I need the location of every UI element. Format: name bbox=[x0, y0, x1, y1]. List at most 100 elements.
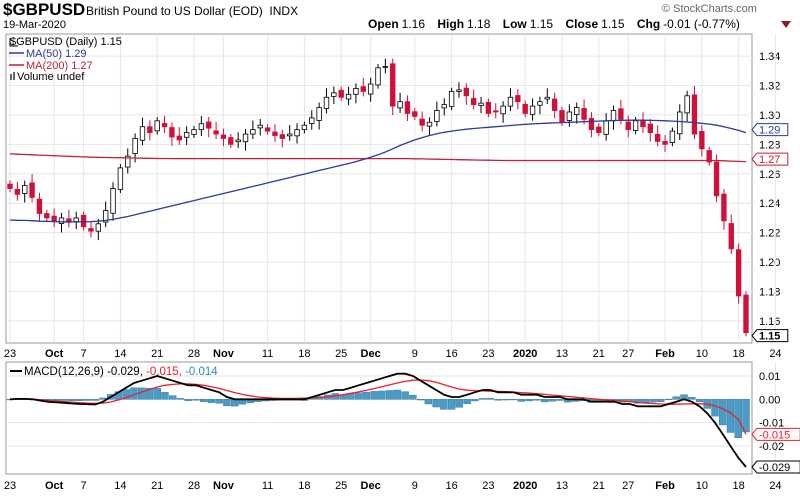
down-arrow-icon bbox=[781, 21, 791, 28]
x-tick-label: 21 bbox=[593, 348, 605, 360]
macd-histogram-bar bbox=[223, 399, 231, 407]
candle-body bbox=[463, 87, 470, 97]
price-right-label-box bbox=[751, 152, 789, 166]
x-tick-label: Dec bbox=[361, 348, 381, 360]
candle-body bbox=[176, 135, 182, 141]
macd-legend-signal: -0.015, bbox=[146, 366, 185, 378]
x-tick-label: 10 bbox=[696, 348, 708, 360]
macd-histogram-bar bbox=[424, 399, 433, 405]
candle-body bbox=[441, 104, 447, 109]
x-tick-label: 13 bbox=[556, 348, 568, 360]
candle-body bbox=[699, 131, 705, 150]
candle-body bbox=[95, 223, 102, 232]
candle-body bbox=[117, 167, 124, 190]
candle-body bbox=[566, 111, 573, 121]
legend-ma200: MA(200) 1.27 bbox=[26, 60, 93, 72]
candle-body bbox=[412, 111, 418, 117]
candle-body bbox=[183, 132, 190, 138]
macd-histogram-bar bbox=[719, 399, 727, 426]
macd-histogram-bar bbox=[486, 397, 495, 400]
candle-body bbox=[58, 217, 65, 224]
candle-body bbox=[242, 133, 249, 143]
macd-histogram-bar bbox=[657, 399, 665, 402]
candle-body bbox=[102, 210, 109, 223]
symbol: $GBPUSD bbox=[3, 0, 86, 19]
x-tick-label-bottom: Oct bbox=[45, 480, 64, 492]
low-value: 1.15 bbox=[529, 17, 554, 31]
x-tick-label-bottom: 10 bbox=[696, 480, 708, 492]
x-tick-label-bottom: 21 bbox=[151, 480, 163, 492]
macd-histogram-bar bbox=[641, 399, 649, 403]
candle-body bbox=[228, 137, 234, 145]
price-y-tick-label: 1.20 bbox=[759, 257, 780, 269]
x-tick-label-bottom: 7 bbox=[81, 480, 87, 492]
macd-right-label-box bbox=[751, 427, 800, 441]
macd-histogram-bar bbox=[742, 399, 750, 433]
x-tick-label-bottom: 18 bbox=[733, 480, 745, 492]
macd-legend-text: MACD(12,26,9) -0.029, -0.015, -0.014 bbox=[24, 366, 218, 378]
candle-body bbox=[574, 107, 580, 116]
candle-body bbox=[220, 134, 227, 139]
macd-histogram-bar bbox=[533, 399, 541, 401]
macd-histogram-bar bbox=[122, 389, 130, 400]
macd-histogram-bar bbox=[76, 399, 84, 401]
x-tick-label: 24 bbox=[769, 348, 781, 360]
candle-body bbox=[390, 63, 396, 107]
candle-body bbox=[36, 198, 43, 214]
candle-body bbox=[338, 89, 344, 98]
watermark: © StockCharts.com bbox=[662, 3, 757, 15]
macd-histogram-bar bbox=[99, 397, 107, 400]
candle-body bbox=[493, 110, 499, 113]
macd-panel: 23 Oct 7 14 21 28 Nov 11 18 25 Dec 9 16 23 2020 13 21 27 F… bbox=[4, 361, 800, 492]
macd-histogram-bar bbox=[509, 399, 518, 401]
x-tick-label: 18 bbox=[298, 348, 310, 360]
candle-body bbox=[713, 161, 720, 197]
macd-histogram-bar bbox=[494, 399, 502, 401]
macd-histogram-bar bbox=[517, 399, 526, 402]
candle-body bbox=[397, 101, 403, 109]
x-tick-label: 11 bbox=[262, 348, 273, 360]
macd-histogram-bar bbox=[664, 398, 673, 400]
macd-histogram-bar bbox=[207, 399, 216, 403]
volume-legend-icon bbox=[10, 74, 12, 80]
candle-body bbox=[22, 185, 28, 194]
macd-histogram-bar bbox=[726, 399, 735, 433]
candle-body bbox=[507, 96, 514, 107]
price-y-tick-label: 1.18 bbox=[759, 287, 780, 299]
x-tick-label-bottom: Feb bbox=[655, 480, 675, 492]
candle-body bbox=[610, 110, 617, 122]
price-y-tick-label: 1.16 bbox=[759, 316, 780, 328]
x-tick-label: Feb bbox=[655, 348, 675, 360]
macd-histogram-bar bbox=[672, 396, 680, 400]
candle-body bbox=[404, 101, 411, 114]
candle-body bbox=[588, 118, 595, 131]
candle-body bbox=[551, 98, 558, 111]
candle-body bbox=[191, 129, 197, 135]
change-value: -0.01 (-0.77%) bbox=[663, 17, 740, 31]
candle-body bbox=[110, 188, 116, 214]
x-tick-label-bottom: 9 bbox=[412, 480, 418, 492]
x-tick-label-bottom: 13 bbox=[556, 480, 568, 492]
macd-histogram-bar bbox=[432, 399, 440, 408]
candle-body bbox=[73, 217, 79, 222]
candle-body bbox=[596, 126, 602, 133]
candle-body bbox=[618, 108, 624, 120]
macd-histogram-bar bbox=[440, 399, 448, 410]
candle-body bbox=[544, 96, 550, 100]
macd-histogram-bar bbox=[695, 399, 704, 403]
x-tick-label: 16 bbox=[445, 348, 457, 360]
price-y-tick-label: 1.26 bbox=[759, 169, 780, 181]
candle-body bbox=[309, 117, 315, 124]
macd-histogram-bar bbox=[176, 398, 185, 400]
candle-body bbox=[669, 130, 676, 143]
macd-legend-label: MACD(12,26,9) bbox=[24, 366, 107, 378]
price-right-label: 1.29 bbox=[759, 125, 780, 137]
candle-body bbox=[478, 102, 484, 106]
candle-body bbox=[515, 95, 521, 103]
quote-date: 19-Mar-2020 bbox=[3, 19, 66, 31]
candle-body bbox=[537, 101, 543, 106]
macd-right-label-box bbox=[751, 460, 800, 474]
macd-histogram-bar bbox=[192, 399, 200, 401]
price-right-label: 1.27 bbox=[759, 154, 780, 166]
legend-ma50: MA(50) 1.29 bbox=[26, 48, 87, 60]
